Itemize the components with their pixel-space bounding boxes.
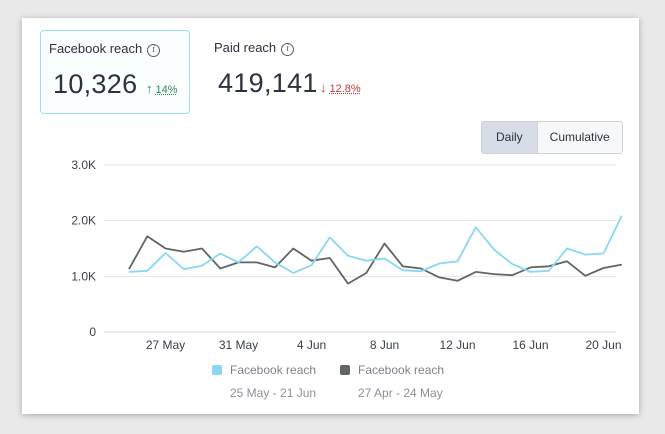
metric-facebook-reach[interactable]: Facebook reach i 10,326 ↑ 14% [40,30,190,114]
arrow-down-icon: ↓ [320,80,327,95]
metric-change: ↑ 14% [146,81,178,96]
series-line-previous [128,235,622,285]
info-icon[interactable]: i [147,44,161,57]
x-tick-label: 12 Jun [439,338,475,352]
x-tick-label: 4 Jun [297,338,326,352]
x-tick-label: 16 Jun [512,338,548,352]
x-tick-label: 20 Jun [585,338,621,352]
series-line-current [128,215,623,274]
legend-range: 25 May - 21 Jun [230,386,317,400]
legend-swatch [340,365,350,375]
x-tick-label: 27 May [146,338,185,352]
y-tick-label: 3.0K [71,158,96,172]
legend-label: Facebook reach [230,363,317,377]
legend-item-current[interactable]: Facebook reach 25 May - 21 Jun [212,363,316,400]
legend-swatch [212,365,222,375]
legend-item-previous[interactable]: Facebook reach 27 Apr - 24 May [340,363,444,400]
x-tick-label: 31 May [219,338,258,352]
metric-value: 10,326 [53,69,138,99]
toggle-daily[interactable]: Daily [482,122,538,153]
legend-range: 27 Apr - 24 May [358,386,443,400]
line-chart: 0 1.0K 2.0K 3.0K 27 May 31 May 4 Jun 8 Jun 12 Ju… [71,158,623,352]
arrow-up-icon: ↑ [146,81,153,96]
metric-label: Paid reach i [214,40,295,56]
y-tick-label: 2.0K [71,214,96,228]
info-icon[interactable]: i [281,43,295,56]
view-toggle: Daily Cumulative [481,121,623,154]
legend-label: Facebook reach [358,363,445,377]
y-tick-label: 1.0K [71,269,96,283]
reach-card: Facebook reach i 10,326 ↑ 14% Paid reach i … [22,18,639,414]
metric-value: 419,141 [218,68,318,98]
toggle-cumulative[interactable]: Cumulative [537,122,622,153]
metric-paid-reach[interactable]: Paid reach i 419,141 ↓ 12.8% [212,30,412,114]
metric-label: Facebook reach i [49,41,161,57]
y-tick-label: 0 [89,325,96,339]
x-tick-label: 8 Jun [370,338,399,352]
metric-change: ↓ 12.8% [320,80,361,95]
